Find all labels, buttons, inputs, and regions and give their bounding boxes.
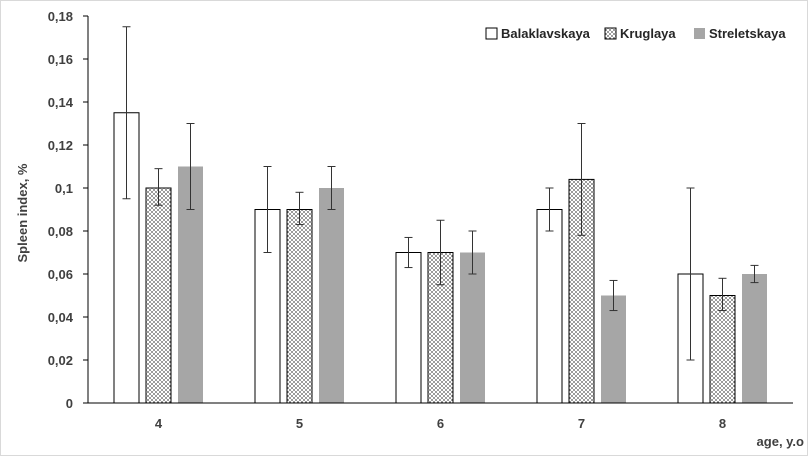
y-tick-label: 0: [66, 396, 73, 411]
error-bar-streletskaya-4: [186, 123, 195, 210]
error-bar-kruglaya-8: [718, 277, 727, 312]
bar-kruglaya-5: [286, 209, 313, 404]
y-tick-label: 0,16: [48, 52, 73, 67]
error-bar-balaklavskaya-4: [122, 26, 131, 200]
y-tick-label: 0,1: [55, 181, 73, 196]
bar-kruglaya-8: [709, 295, 736, 404]
y-tick-label: 0,06: [48, 267, 73, 282]
error-bar-balaklavskaya-6: [404, 236, 413, 269]
error-bar-kruglaya-7: [577, 123, 586, 236]
x-tick-label-6: 6: [437, 416, 444, 431]
y-tick-label: 0,04: [48, 310, 74, 325]
legend-entry-kruglaya: Kruglaya: [604, 26, 676, 41]
legend-swatch: [604, 27, 617, 40]
legend-entry-balaklavskaya: Balaklavskaya: [485, 26, 591, 41]
legend-label: Balaklavskaya: [501, 26, 591, 41]
y-axis-title: Spleen index, %: [15, 163, 30, 262]
x-tick-label-5: 5: [296, 416, 303, 431]
error-bar-balaklavskaya-8: [686, 187, 695, 361]
x-axis-title: age, y.o: [757, 434, 805, 449]
bar-balaklavskaya-6: [395, 252, 422, 404]
bar-balaklavskaya-7: [536, 209, 563, 404]
legend: Balaklavskaya Kruglaya Streletskaya: [485, 26, 786, 41]
error-bar-kruglaya-6: [436, 219, 445, 286]
error-bar-streletskaya-6: [468, 230, 477, 275]
legend-swatch: [485, 27, 498, 40]
legend-entry-streletskaya: Streletskaya: [694, 26, 786, 41]
y-tick-label: 0,02: [48, 353, 73, 368]
error-bar-balaklavskaya-5: [263, 166, 272, 253]
bar-streletskaya-8: [742, 274, 767, 403]
y-tick-label: 0,08: [48, 224, 73, 239]
x-tick-label-4: 4: [155, 416, 163, 431]
bar-streletskaya-7: [601, 295, 626, 403]
y-tick-label: 0,14: [48, 95, 74, 110]
legend-label: Kruglaya: [620, 26, 676, 41]
bar-kruglaya-4: [145, 187, 172, 404]
plot-area: 0 0,02 0,04 0,06 0,08 0,1 0,12 0,14 0,16 0,18 4 5 6 7…: [48, 9, 793, 431]
legend-swatch: [694, 28, 705, 39]
y-tick-label: 0,18: [48, 9, 73, 24]
error-bar-streletskaya-7: [609, 279, 618, 312]
legend-label: Streletskaya: [709, 26, 786, 41]
error-bar-streletskaya-8: [750, 264, 759, 284]
x-tick-label-8: 8: [719, 416, 726, 431]
x-tick-label-7: 7: [578, 416, 585, 431]
error-bar-balaklavskaya-7: [545, 187, 554, 232]
bar-streletskaya-6: [460, 252, 485, 403]
bar-streletskaya-5: [319, 188, 344, 403]
error-bar-kruglaya-5: [295, 191, 304, 226]
y-tick-label: 0,12: [48, 138, 73, 153]
error-bar-kruglaya-4: [154, 168, 163, 206]
error-bar-streletskaya-5: [327, 166, 336, 210]
